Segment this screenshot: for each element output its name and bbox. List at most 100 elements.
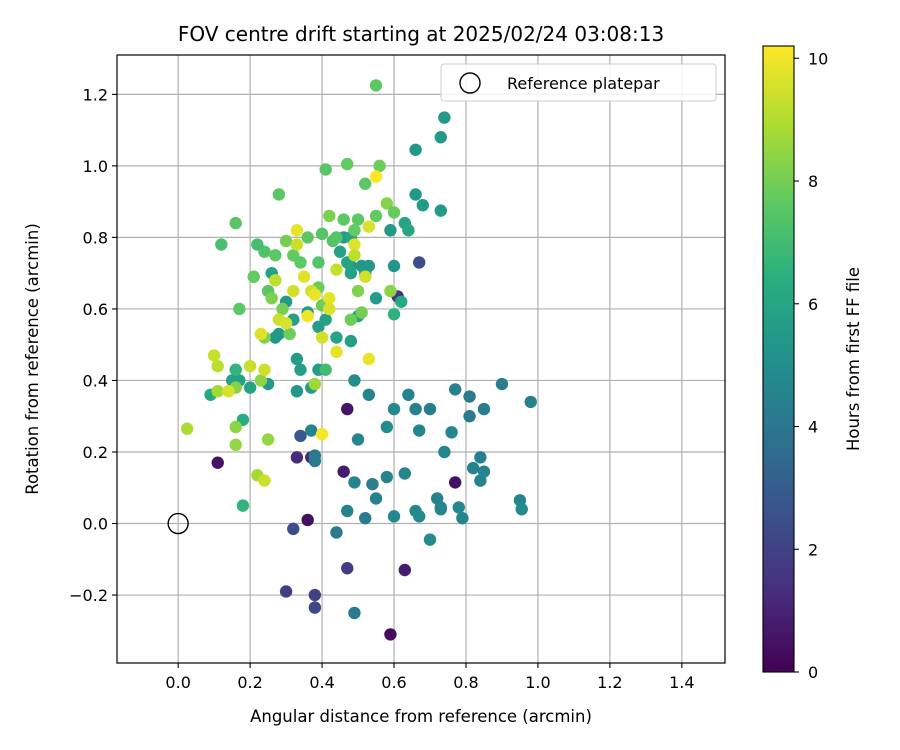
y-tick-label: 0.4 bbox=[83, 371, 108, 390]
data-point bbox=[272, 188, 286, 201]
data-point bbox=[308, 588, 322, 602]
data-point bbox=[279, 585, 293, 598]
data-point bbox=[290, 224, 304, 237]
data-point bbox=[387, 206, 401, 219]
colorbar-gradient bbox=[762, 45, 795, 673]
data-point bbox=[243, 359, 257, 373]
data-point bbox=[308, 454, 322, 468]
data-point bbox=[348, 224, 361, 237]
data-point bbox=[269, 274, 282, 287]
data-point bbox=[290, 384, 304, 398]
data-point bbox=[337, 213, 350, 226]
data-point bbox=[276, 302, 289, 316]
data-point bbox=[448, 476, 462, 489]
colorbar-tick-label: 8 bbox=[808, 172, 818, 191]
data-point bbox=[477, 402, 491, 416]
data-point bbox=[258, 474, 271, 487]
data-point bbox=[330, 331, 343, 344]
data-point bbox=[290, 352, 304, 366]
data-point bbox=[243, 381, 257, 394]
plot-frame bbox=[116, 54, 726, 664]
data-point bbox=[297, 270, 311, 283]
data-point bbox=[315, 227, 329, 241]
data-point bbox=[301, 309, 314, 323]
data-point bbox=[341, 157, 354, 171]
data-point bbox=[319, 363, 332, 376]
data-point bbox=[341, 504, 354, 518]
data-point bbox=[229, 216, 242, 230]
data-point bbox=[247, 270, 260, 283]
data-points bbox=[180, 79, 537, 641]
data-point bbox=[330, 231, 343, 244]
data-point bbox=[366, 477, 379, 491]
data-point bbox=[254, 327, 268, 341]
colorbar-tick-label: 0 bbox=[808, 663, 818, 682]
data-point bbox=[279, 234, 293, 248]
data-point bbox=[380, 470, 394, 484]
data-point bbox=[341, 562, 354, 575]
data-point bbox=[362, 220, 376, 233]
data-point bbox=[398, 563, 412, 577]
data-point bbox=[452, 501, 465, 514]
data-point bbox=[308, 377, 322, 391]
data-point bbox=[254, 374, 268, 387]
x-tick-label: 0.6 bbox=[381, 673, 406, 692]
reference-layer bbox=[167, 512, 189, 535]
data-point bbox=[294, 429, 307, 443]
data-point bbox=[384, 628, 397, 641]
data-point bbox=[344, 313, 358, 326]
data-point bbox=[359, 177, 372, 190]
data-point bbox=[236, 499, 250, 512]
data-point bbox=[456, 511, 469, 525]
data-point bbox=[413, 510, 426, 523]
y-tick-label: 0.8 bbox=[83, 228, 108, 247]
data-point bbox=[294, 363, 307, 376]
data-point bbox=[215, 238, 228, 251]
data-point bbox=[409, 143, 422, 156]
data-point bbox=[423, 402, 437, 416]
data-point bbox=[330, 263, 343, 276]
y-tick-label: 1.2 bbox=[83, 85, 108, 104]
data-point bbox=[463, 390, 476, 403]
data-point bbox=[445, 426, 458, 439]
data-point bbox=[434, 131, 447, 144]
data-point bbox=[434, 204, 447, 217]
data-point bbox=[180, 422, 194, 435]
data-point bbox=[380, 420, 394, 434]
data-point bbox=[319, 313, 332, 326]
data-point bbox=[211, 384, 224, 398]
legend-marker-reference bbox=[459, 72, 481, 94]
data-point bbox=[373, 159, 386, 173]
data-point bbox=[351, 284, 365, 298]
data-point bbox=[409, 402, 422, 416]
data-point bbox=[387, 259, 401, 273]
data-point bbox=[362, 259, 376, 273]
data-point bbox=[369, 292, 383, 305]
data-point bbox=[402, 388, 415, 401]
data-point bbox=[369, 492, 383, 505]
data-point bbox=[315, 331, 329, 344]
data-point bbox=[348, 238, 361, 251]
data-point bbox=[312, 256, 325, 269]
x-tick-label: 1.2 bbox=[597, 673, 622, 692]
data-point bbox=[315, 427, 329, 441]
data-point bbox=[438, 445, 451, 459]
data-point bbox=[344, 334, 358, 348]
x-tick-label: 0.0 bbox=[165, 673, 190, 692]
data-point bbox=[290, 451, 304, 464]
x-tick-label: 1.0 bbox=[525, 673, 550, 692]
x-axis-label: Angular distance from reference (arcmin) bbox=[250, 707, 592, 726]
data-point bbox=[287, 522, 300, 536]
data-point bbox=[362, 352, 376, 366]
data-point bbox=[319, 163, 332, 176]
y-tick-label: 0.6 bbox=[83, 300, 108, 319]
data-point bbox=[348, 606, 361, 620]
y-tick-label: −0.2 bbox=[69, 586, 108, 605]
data-point bbox=[283, 327, 296, 341]
data-point bbox=[380, 197, 394, 210]
data-point bbox=[301, 513, 314, 527]
y-tick-label: 1.0 bbox=[83, 157, 108, 176]
colorbar-label: Hours from first FF file bbox=[844, 267, 863, 451]
data-point bbox=[416, 199, 429, 212]
